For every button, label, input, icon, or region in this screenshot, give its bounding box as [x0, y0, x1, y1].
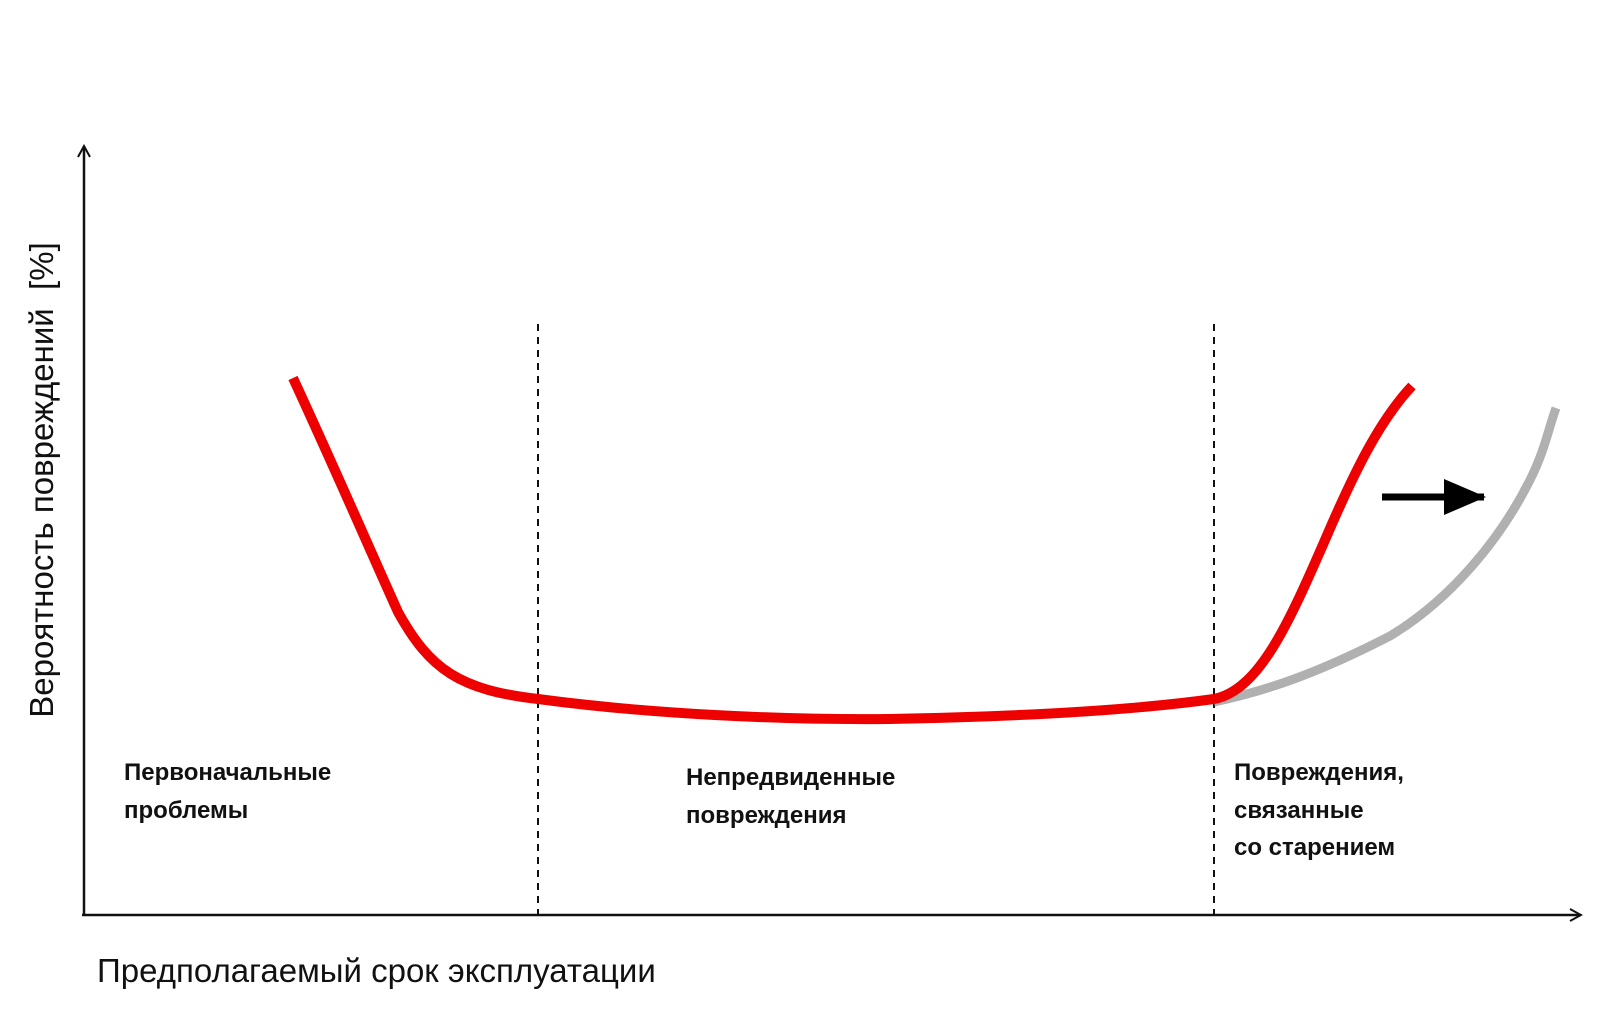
region-label: проблемы — [124, 797, 248, 824]
region-label: повреждения — [686, 802, 846, 829]
y-axis-title: Вероятность повреждений [%] — [23, 242, 60, 718]
region-label: со старением — [1234, 834, 1395, 861]
failure-rate-curve — [288, 375, 1416, 725]
x-axis-title: Предполагаемый срок эксплуатации — [97, 952, 656, 989]
extended-life-curve — [1213, 406, 1561, 707]
region-label: связанные — [1234, 797, 1364, 824]
region-label: Повреждения, — [1234, 759, 1404, 786]
region-label: Непредвиденные — [686, 764, 895, 791]
region-label: Первоначальные — [124, 759, 331, 786]
